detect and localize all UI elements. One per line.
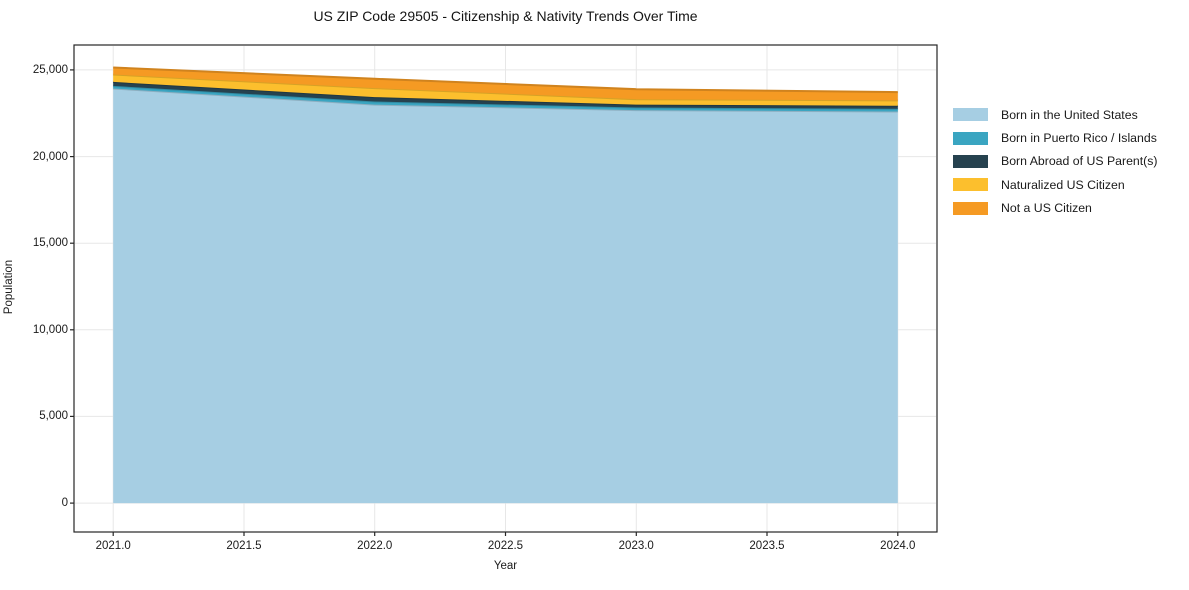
x-tick-label: 2022.0 [357,540,393,552]
legend-item: Naturalized US Citizen [953,173,1158,196]
legend-label: Naturalized US Citizen [1001,177,1125,192]
legend-swatch-icon [953,154,988,168]
legend-swatch-icon [953,108,988,122]
x-tick-label: 2023.0 [618,540,654,552]
y-tick-label: 10,000 [32,323,68,336]
y-tick-label: 5,000 [39,410,68,423]
y-tick-label: 0 [61,497,68,510]
x-tick-label: 2021.0 [95,540,131,552]
legend-swatch-icon [953,201,988,215]
legend-label: Born in Puerto Rico / Islands [1001,131,1157,146]
y-tick-label: 25,000 [32,63,68,76]
x-tick-label: 2024.0 [880,540,916,552]
x-tick-label: 2023.5 [749,540,785,552]
legend-item: Not a US Citizen [953,197,1158,220]
x-tick-label: 2022.5 [487,540,524,552]
x-axis-label: Year [493,560,518,572]
legend-label: Not a US Citizen [1001,201,1092,216]
legend-item: Born Abroad of US Parent(s) [953,150,1158,173]
y-tick-label: 20,000 [32,150,68,163]
legend-item: Born in the United States [953,103,1158,126]
legend: Born in the United States Born in Puerto … [953,103,1158,220]
legend-label: Born Abroad of US Parent(s) [1001,154,1158,169]
x-tick-label: 2021.5 [226,540,262,552]
legend-swatch-icon [953,178,988,192]
y-tick-label: 15,000 [32,237,68,250]
legend-swatch-icon [953,131,988,145]
legend-item: Born in Puerto Rico / Islands [953,126,1158,149]
legend-label: Born in the United States [1001,107,1138,122]
chart-title: US ZIP Code 29505 - Citizenship & Nativi… [313,8,698,24]
y-axis-label: Population [3,259,15,315]
